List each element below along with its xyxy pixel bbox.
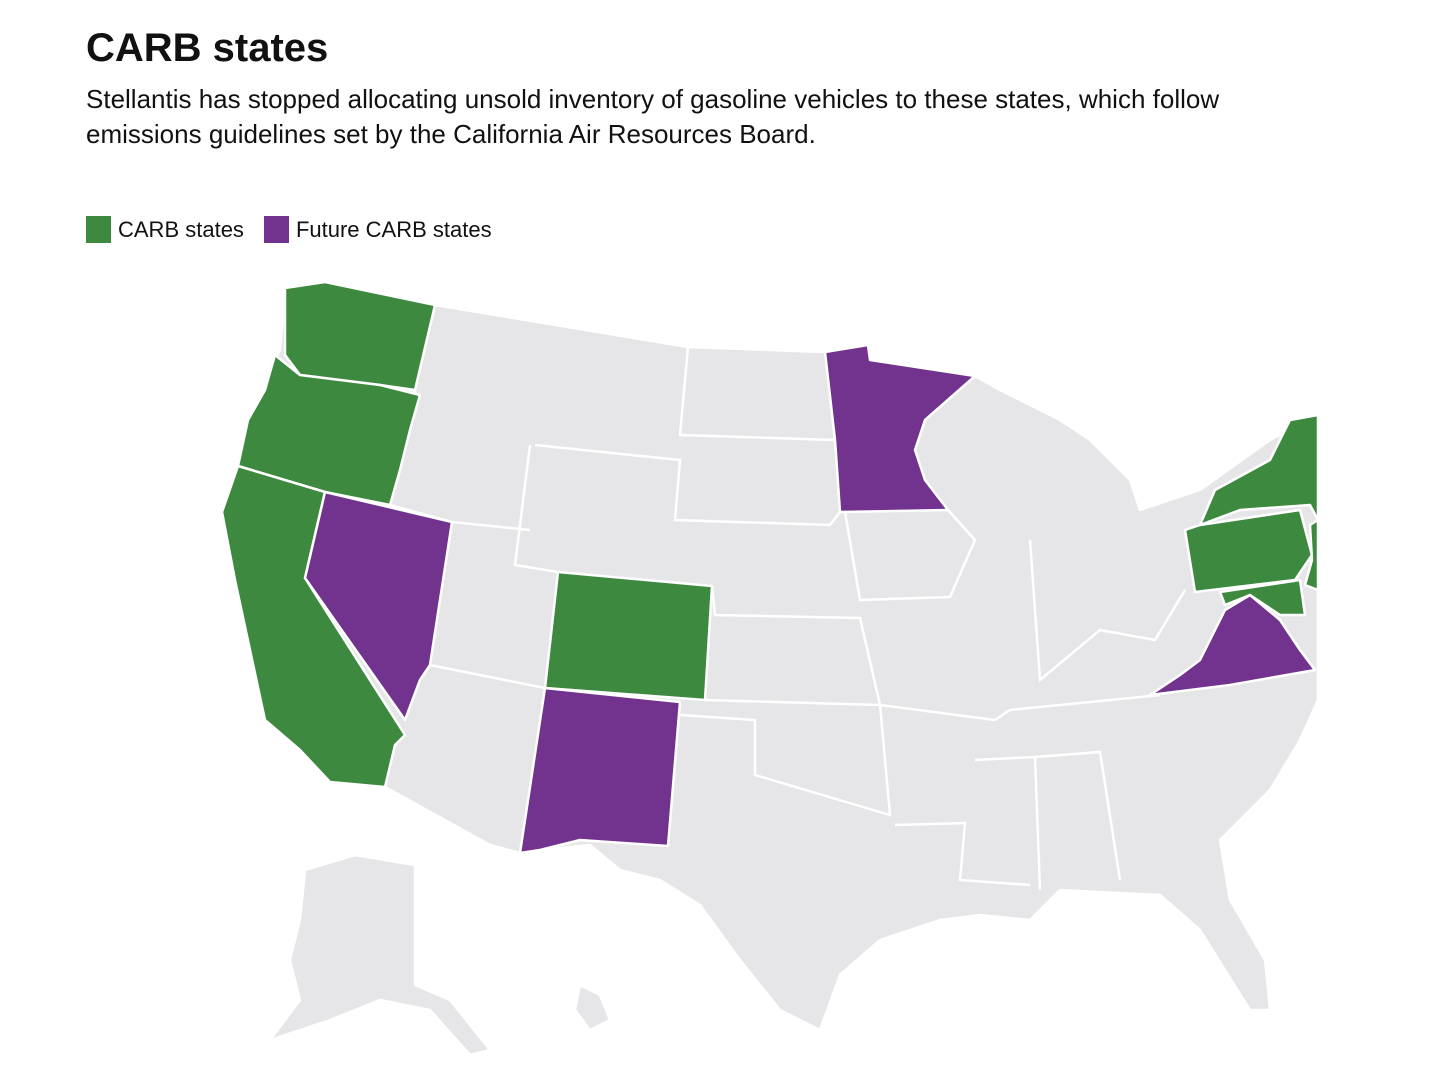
state-carb xyxy=(1218,578,1307,617)
state-future-carb xyxy=(1148,593,1317,697)
legend-swatch xyxy=(86,216,111,243)
state-carb xyxy=(1198,413,1320,527)
alaska xyxy=(268,853,492,1057)
state-border xyxy=(534,443,841,527)
future-carb-states xyxy=(303,343,1317,855)
legend-label: Future CARB states xyxy=(295,216,492,242)
state-carb xyxy=(1303,518,1320,592)
state-border xyxy=(679,703,996,817)
state-carb xyxy=(283,280,437,392)
title: CARB states xyxy=(86,26,329,70)
state-border xyxy=(704,585,882,707)
legend-item: CARB states xyxy=(86,216,244,243)
legend-label: CARB states xyxy=(118,216,244,242)
state-border xyxy=(678,346,836,442)
state-border xyxy=(994,693,1161,722)
state-carb xyxy=(543,570,714,702)
base-land xyxy=(220,280,1320,1057)
state-border xyxy=(429,663,546,690)
state-future-carb xyxy=(518,686,682,855)
subtitle: Stellantis has stopped allocating unsold… xyxy=(86,84,1220,149)
state-border xyxy=(894,821,1031,887)
carb-states xyxy=(220,280,1320,789)
legend: CARB states Future CARB states xyxy=(86,216,492,243)
state-carb xyxy=(236,353,422,507)
state-border xyxy=(843,509,977,602)
hawaii xyxy=(573,983,612,1032)
state-border xyxy=(1034,750,1122,881)
state-future-carb xyxy=(823,343,977,514)
state-border xyxy=(1028,539,1187,683)
state-future-carb xyxy=(303,490,454,722)
state-border xyxy=(513,444,559,574)
legend-item: Future CARB states xyxy=(263,216,492,243)
legend-swatch xyxy=(263,216,289,243)
